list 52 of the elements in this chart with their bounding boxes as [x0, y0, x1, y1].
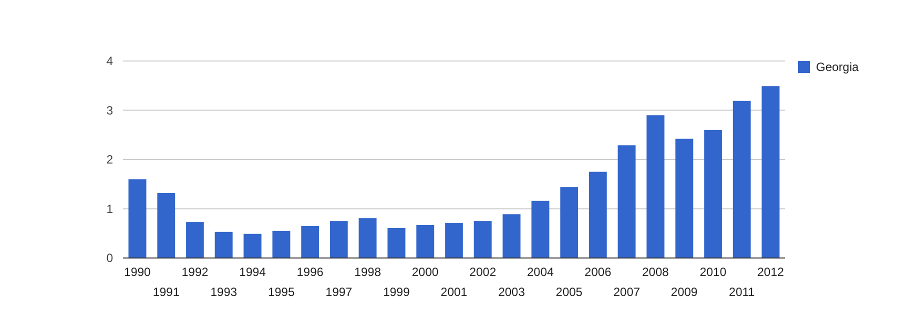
y-tick-label: 0 [106, 251, 114, 266]
bar [618, 145, 636, 258]
bar [445, 223, 463, 258]
x-tick-label: 1994 [239, 265, 266, 279]
bar [646, 115, 664, 258]
bar [358, 218, 377, 258]
bar [214, 232, 233, 258]
x-tick-label: 2009 [670, 285, 698, 299]
y-tick-label: 4 [106, 54, 114, 68]
bar [272, 230, 290, 258]
bar [244, 234, 262, 258]
bar [732, 100, 751, 258]
x-tick-label: 1997 [326, 285, 353, 299]
x-tick-label: 1996 [296, 265, 324, 279]
x-tick-label: 2006 [584, 265, 612, 279]
y-tick-label: 1 [106, 202, 114, 216]
bar [531, 200, 550, 258]
x-tick-label: 2005 [556, 285, 583, 299]
bar [388, 228, 406, 258]
x-tick-label: 2007 [613, 285, 640, 299]
bar [128, 179, 146, 258]
y-tick-label: 3 [106, 103, 114, 118]
bar [157, 192, 176, 258]
bar [502, 214, 520, 258]
x-tick-label: 2001 [440, 285, 468, 299]
bar [186, 222, 204, 258]
bar [474, 221, 492, 258]
x-tick-label: 2008 [642, 265, 670, 279]
x-tick-label: 1992 [182, 265, 209, 279]
bar [560, 187, 578, 258]
bar [301, 226, 320, 258]
x-tick-label: 2004 [526, 265, 554, 279]
x-tick-label: 2010 [700, 265, 727, 279]
bar [704, 130, 722, 258]
x-tick-label: 1993 [210, 285, 238, 299]
x-tick-label: 2003 [498, 285, 526, 299]
x-tick-label: 1998 [354, 265, 382, 279]
x-tick-label: 1999 [383, 285, 410, 299]
bar [330, 221, 348, 258]
x-tick-label: 2002 [469, 265, 496, 279]
x-tick-label: 1995 [268, 285, 295, 299]
x-tick-label: 2012 [757, 265, 784, 279]
bar [675, 138, 694, 258]
bar [588, 172, 607, 258]
y-tick-label: 2 [106, 152, 114, 167]
bar [416, 225, 434, 258]
x-tick-label: 1990 [124, 265, 152, 279]
legend-label: Georgia [816, 60, 860, 74]
x-tick-label: 2000 [412, 265, 439, 279]
bar [762, 86, 780, 258]
x-tick-label: 1991 [152, 285, 180, 299]
x-tick-label: 2011 [728, 285, 756, 299]
